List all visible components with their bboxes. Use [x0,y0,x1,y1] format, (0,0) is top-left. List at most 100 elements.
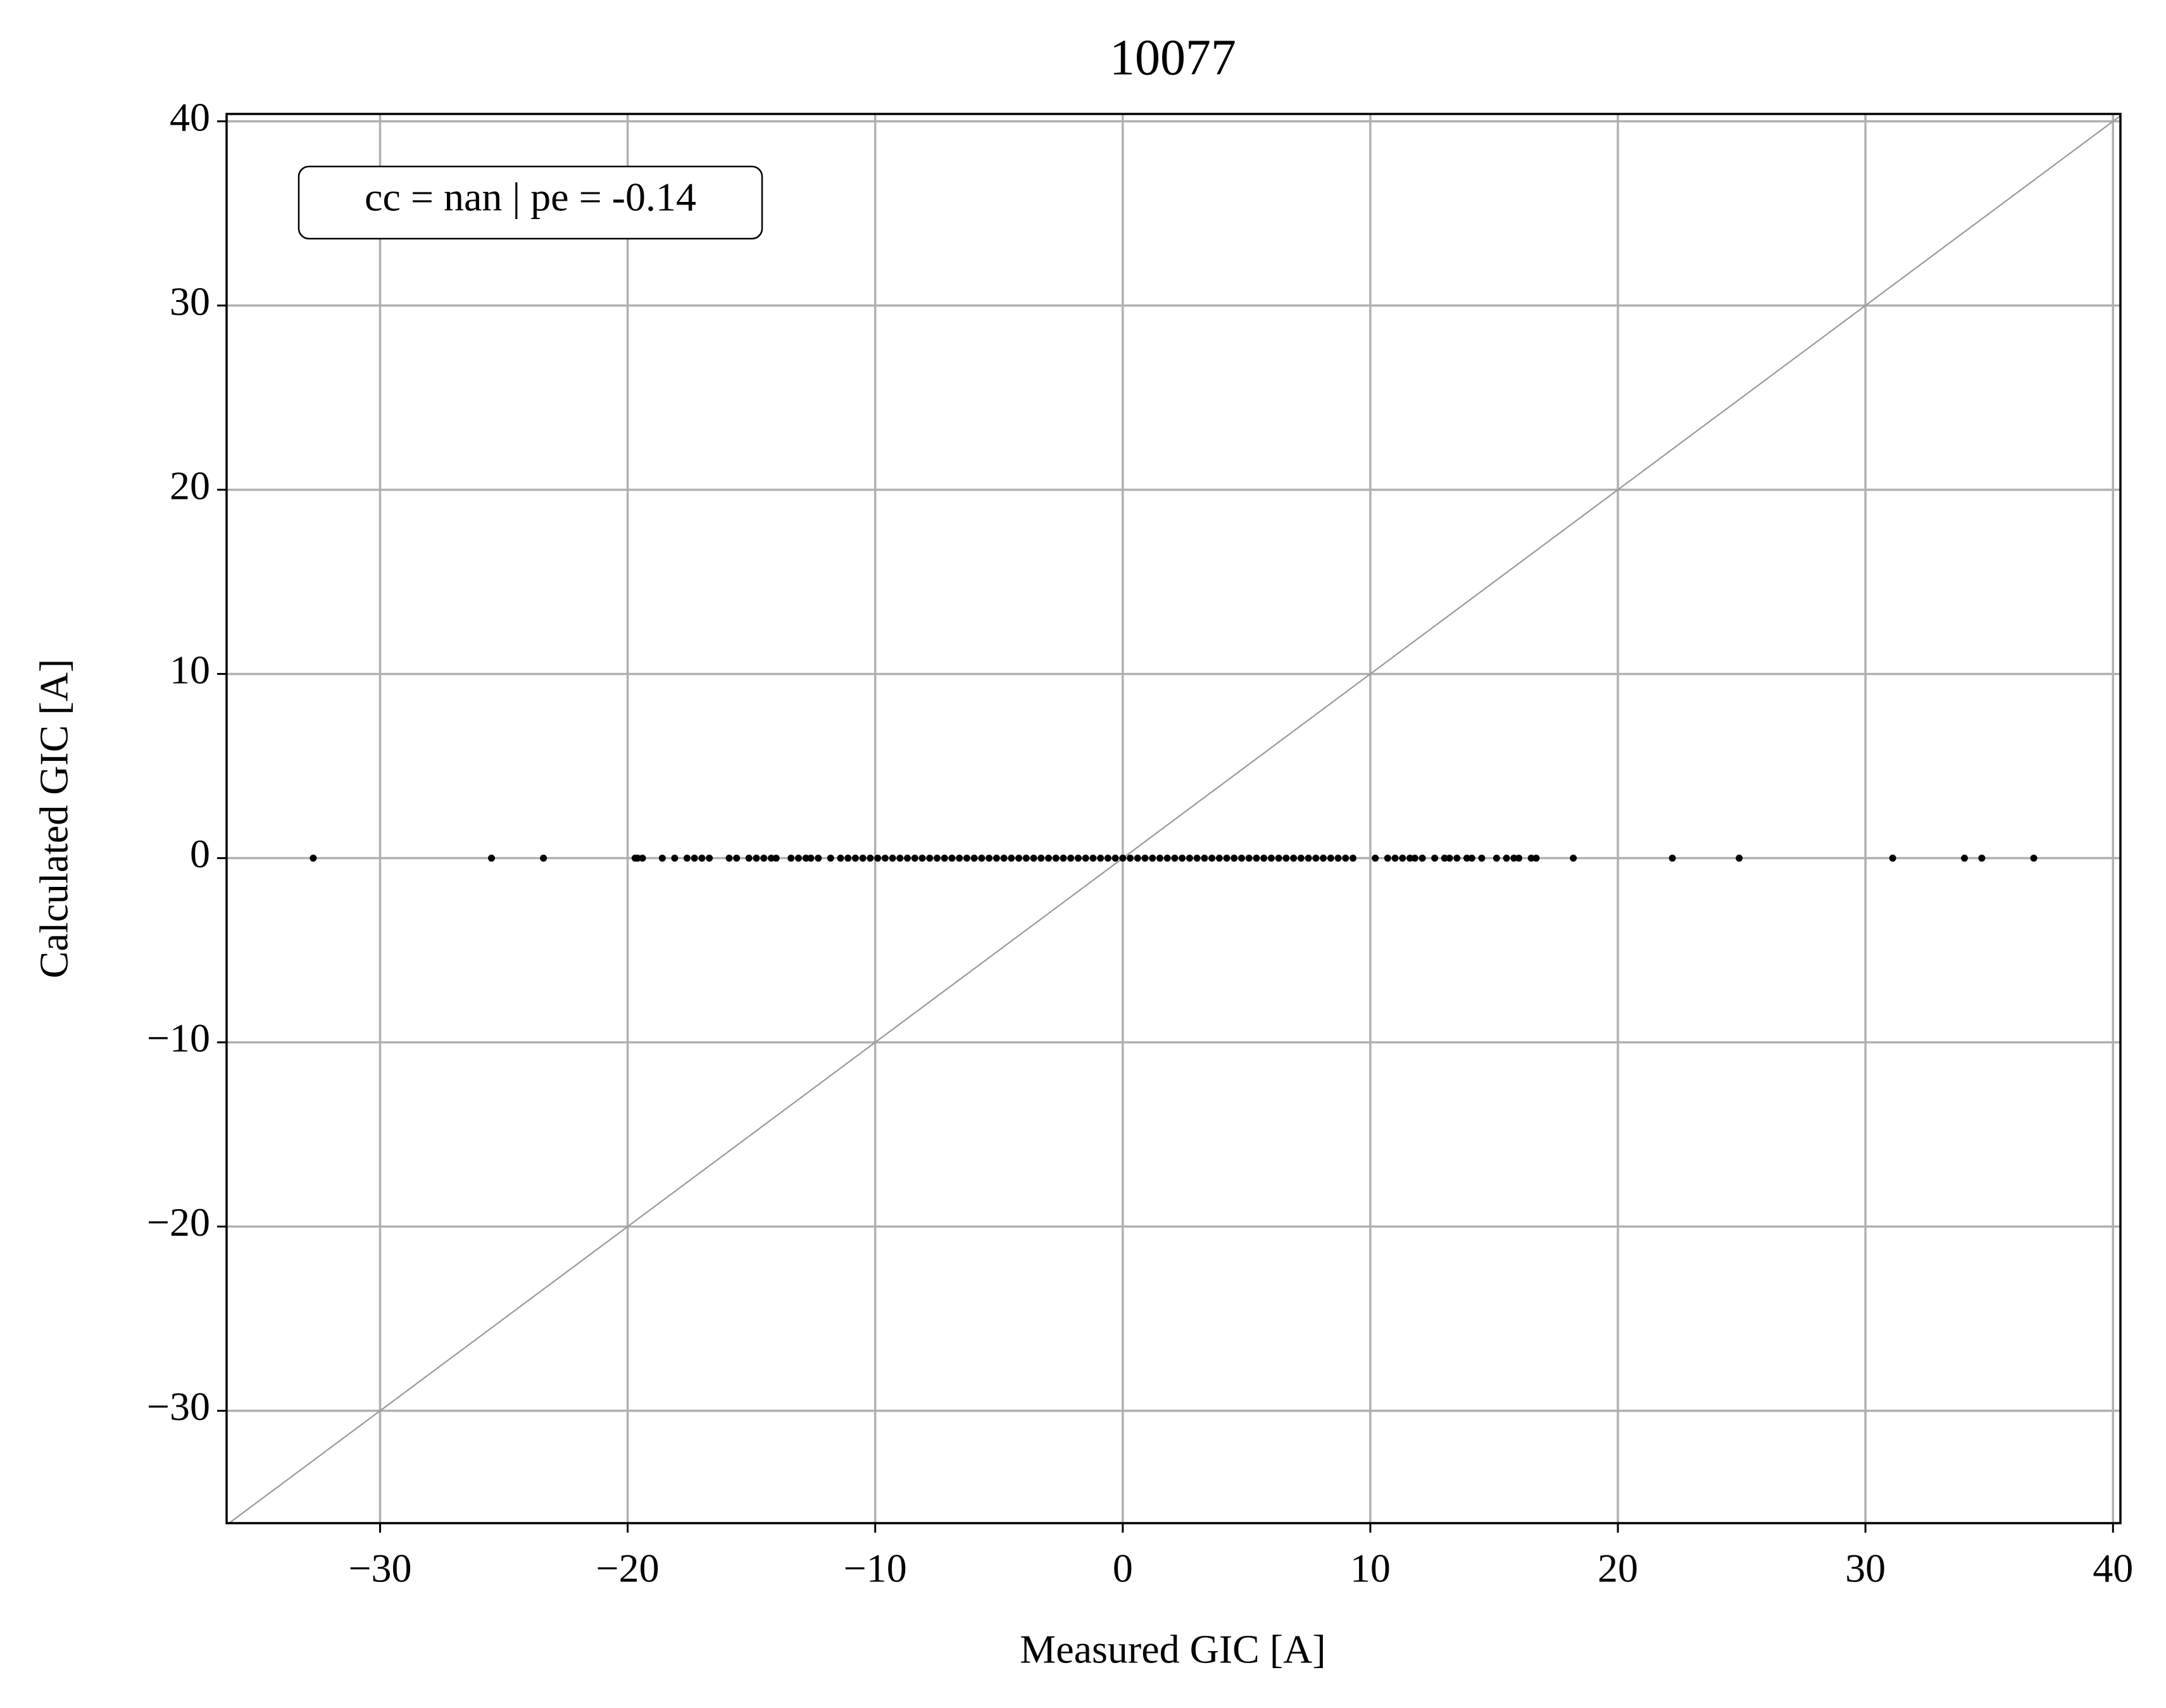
point [1889,855,1896,862]
point [1342,855,1349,862]
point [963,855,970,862]
point [1515,855,1523,862]
point [1082,855,1089,862]
point [881,855,889,862]
point [1149,855,1156,862]
point [827,855,834,862]
point [1391,855,1399,862]
point [992,855,1000,862]
point [1570,855,1577,862]
point [698,855,706,862]
point [1163,855,1171,862]
point [745,855,753,862]
point [926,855,934,862]
point [1052,855,1060,862]
point [1305,855,1312,862]
x-tick-label: −30 [348,1546,411,1591]
point [1468,855,1475,862]
point [658,855,666,862]
point [1406,855,1414,862]
y-tick-label: −30 [147,1384,210,1429]
point [956,855,963,862]
point [706,855,713,862]
point [1104,855,1111,862]
point [986,855,993,862]
point [1156,855,1163,862]
point [1201,855,1208,862]
point [1349,855,1357,862]
point [1290,855,1298,862]
x-tick-label: −20 [596,1546,660,1591]
x-tick-label: 0 [1113,1546,1133,1591]
point [807,855,815,862]
point [1037,855,1045,862]
point [1015,855,1023,862]
point [1022,855,1030,862]
y-tick-label: −10 [147,1015,210,1060]
point [837,855,844,862]
point [851,855,859,862]
point [1736,855,1743,862]
x-tick-label: 20 [1598,1546,1638,1591]
annotation: cc = nan | pe = -0.14 [365,175,696,220]
point [1668,855,1676,862]
point [1171,855,1179,862]
annotation-box [297,165,763,240]
point [1208,855,1216,862]
point [639,855,646,862]
point [1119,855,1127,862]
point [918,855,926,862]
point [1527,855,1535,862]
point [691,855,698,862]
point [1097,855,1105,862]
point [844,855,852,862]
point [904,855,911,862]
point [540,855,548,862]
point [634,855,641,862]
point [1089,855,1097,862]
point [1223,855,1230,862]
point [767,855,775,862]
y-tick-label: 40 [170,94,210,139]
point [487,855,495,862]
point [1961,855,1969,862]
point [1372,855,1379,862]
point [970,855,978,862]
point [1245,855,1253,862]
point [1008,855,1015,862]
point [1179,855,1186,862]
point [1446,855,1453,862]
point [1060,855,1067,862]
point [1186,855,1193,862]
point [1260,855,1268,862]
point [1030,855,1037,862]
point [941,855,948,862]
point [815,855,822,862]
x-tick-label: 10 [1350,1546,1391,1591]
chart-title: 10077 [1110,30,1236,85]
point [1297,855,1305,862]
point [1399,855,1406,862]
point [978,855,986,862]
y-tick-label: −20 [147,1200,210,1245]
x-tick-label: −10 [844,1546,907,1591]
point [1134,855,1141,862]
point [2030,855,2038,862]
point [867,855,874,862]
point [1327,855,1334,862]
point [753,855,760,862]
plot-frame [225,113,2122,1524]
point [1453,855,1461,862]
point [1111,855,1119,862]
point [1384,855,1391,862]
y-tick-label: 20 [170,463,210,508]
point [1253,855,1260,862]
point [733,855,741,862]
point [802,855,810,862]
point [1282,855,1290,862]
point [1193,855,1201,862]
point [787,855,795,862]
point [889,855,896,862]
